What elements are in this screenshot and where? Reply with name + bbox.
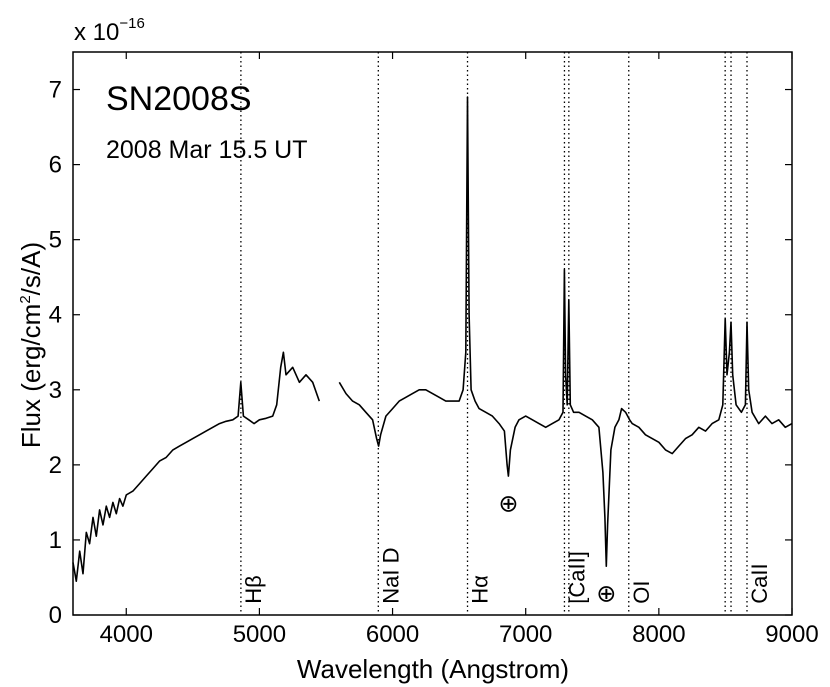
spectral-line-label: NaI D — [378, 547, 403, 603]
axis-ticks: 4000 5000 6000 7000 8000 9000 0 1 2 3 4 5 6 7 — [49, 52, 819, 648]
spectrum-line — [72, 351, 321, 582]
x-tick-label: 4000 — [100, 621, 153, 648]
y-axis-label: Flux (erg/cm2/s/A) — [16, 242, 46, 448]
y-tick-label: 6 — [49, 152, 62, 179]
spectral-line-label: CaII — [747, 563, 772, 603]
y-tick-label: 4 — [49, 302, 62, 329]
telluric-marker: ⊕ — [596, 580, 616, 607]
telluric-markers: ⊕⊕ — [498, 490, 616, 607]
x-tick-label: 6000 — [366, 621, 419, 648]
spectral-line-label: Hβ — [241, 575, 266, 604]
chart-subtitle: 2008 Mar 15.5 UT — [106, 136, 308, 164]
x-tick-label: 8000 — [632, 621, 685, 648]
y-scale-exponent: −16 — [119, 15, 144, 32]
x-tick-label: 9000 — [765, 621, 818, 648]
y-tick-label: 5 — [49, 227, 62, 254]
y-scale-factor: x 10−16 — [74, 15, 145, 46]
y-axis-label-sup: 2 — [17, 295, 34, 303]
spectrum-line — [338, 96, 793, 567]
spectral-line-label: OI — [629, 581, 654, 604]
telluric-marker: ⊕ — [498, 490, 518, 517]
y-axis-label-main: Flux (erg/cm — [16, 304, 46, 448]
y-tick-label: 1 — [49, 527, 62, 554]
y-scale-base: x 10 — [74, 19, 119, 46]
spectral-line-labels: Hβ NaI D Hα [CaII] OI CaII — [241, 547, 772, 603]
y-tick-label: 0 — [49, 602, 62, 629]
spectrum-series — [72, 96, 793, 582]
y-tick-label: 2 — [49, 452, 62, 479]
x-axis-label: Wavelength (Angstrom) — [297, 654, 569, 684]
plot-frame — [72, 51, 793, 616]
plot-area-border — [72, 51, 793, 616]
x-tick-label: 7000 — [499, 621, 552, 648]
y-axis-label-tail: /s/A) — [16, 242, 46, 295]
spectral-line-label: [CaII] — [564, 551, 589, 604]
spectral-line-label: Hα — [468, 575, 493, 604]
y-tick-label: 7 — [49, 77, 62, 104]
y-tick-label: 3 — [49, 377, 62, 404]
spectral-line-markers — [240, 52, 748, 615]
chart-title: SN2008S — [106, 80, 252, 118]
x-tick-label: 5000 — [233, 621, 286, 648]
